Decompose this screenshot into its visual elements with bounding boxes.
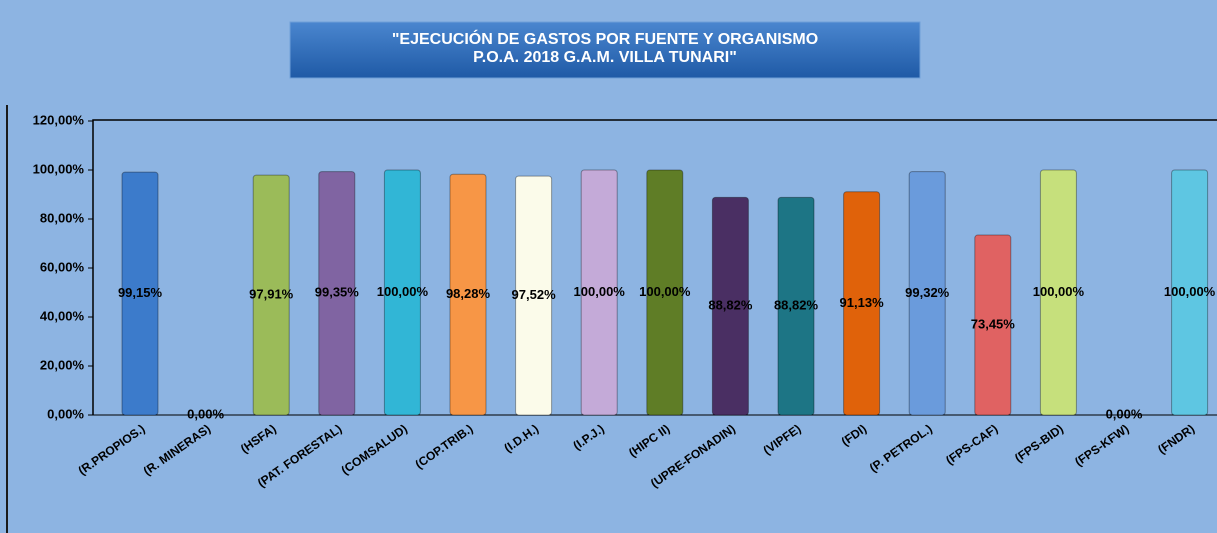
value-label: 73,45%	[971, 316, 1016, 331]
y-tick-label: 40,00%	[40, 308, 85, 323]
title-box	[289, 21, 921, 79]
bar	[515, 175, 553, 416]
value-label: 100,00%	[1033, 284, 1085, 299]
y-tick-label: 60,00%	[40, 259, 85, 274]
y-tick-label: 120,00%	[33, 112, 85, 127]
bar	[580, 169, 618, 416]
value-label: 0,00%	[1106, 406, 1143, 421]
value-label: 99,32%	[905, 285, 950, 300]
value-label: 97,52%	[512, 287, 557, 302]
value-label: 88,82%	[774, 298, 819, 313]
bar	[1039, 169, 1077, 416]
value-label: 100,00%	[639, 284, 691, 299]
y-tick-label: 80,00%	[40, 210, 85, 225]
y-tick-label: 20,00%	[40, 357, 85, 372]
value-label: 100,00%	[377, 284, 429, 299]
value-label: 88,82%	[708, 298, 753, 313]
chart-title: "EJECUCIÓN DE GASTOS POR FUENTE Y ORGANI…	[392, 29, 818, 48]
bar	[1171, 169, 1209, 416]
bar	[383, 169, 421, 416]
value-label: 97,91%	[249, 286, 294, 301]
value-label: 99,35%	[315, 285, 360, 300]
y-tick-label: 0,00%	[47, 406, 84, 421]
value-label: 100,00%	[574, 284, 626, 299]
value-label: 98,28%	[446, 286, 491, 301]
bar	[646, 169, 684, 416]
y-tick-label: 100,00%	[33, 161, 85, 176]
value-label: 99,15%	[118, 285, 163, 300]
bar	[449, 173, 487, 416]
bar	[121, 171, 159, 416]
chart-title: P.O.A. 2018 G.A.M. VILLA TUNARI"	[473, 49, 737, 66]
value-label: 100,00%	[1164, 284, 1216, 299]
bar	[711, 196, 749, 416]
value-label: 91,13%	[840, 295, 885, 310]
bar	[843, 191, 881, 416]
bar	[318, 171, 356, 416]
bar	[908, 171, 946, 416]
bar	[252, 174, 290, 416]
bar	[974, 234, 1012, 416]
bar	[777, 196, 815, 416]
value-label: 0,00%	[187, 406, 224, 421]
